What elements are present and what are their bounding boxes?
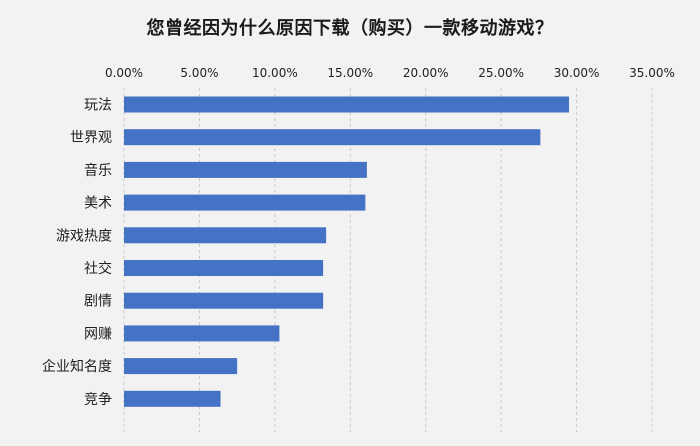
x-tick-label: 30.00%	[554, 66, 600, 80]
category-label: 社交	[84, 260, 112, 277]
bar-9	[124, 390, 221, 407]
category-label: 网赚	[84, 326, 112, 342]
bar-6	[124, 292, 324, 309]
category-label: 玩法	[84, 98, 112, 114]
category-label: 竞争	[84, 391, 112, 408]
category-label: 美术	[84, 196, 112, 212]
bar-7	[124, 325, 280, 342]
category-label: 企业知名度	[42, 358, 112, 375]
x-tick-label: 10.00%	[252, 66, 298, 80]
category-label: 世界观	[70, 130, 112, 146]
x-tick-label: 20.00%	[403, 66, 449, 80]
category-label: 音乐	[84, 162, 112, 179]
bar-2	[124, 161, 367, 178]
x-tick-label: 15.00%	[327, 66, 373, 80]
bar-8	[124, 358, 238, 375]
x-tick-label: 25.00%	[478, 66, 524, 80]
x-tick-label: 0.00%	[105, 66, 143, 80]
chart-title: 您曾经因为什么原因下载（购买）一款移动游戏？	[146, 18, 554, 39]
category-label: 剧情	[84, 294, 112, 310]
bar-3	[124, 194, 366, 211]
category-label: 游戏热度	[56, 228, 112, 244]
bar-4	[124, 227, 327, 244]
bar-1	[124, 129, 541, 146]
bar-5	[124, 260, 324, 276]
x-tick-label: 5.00%	[180, 66, 218, 80]
bar-0	[124, 96, 570, 113]
x-tick-label: 35.00%	[629, 66, 675, 80]
